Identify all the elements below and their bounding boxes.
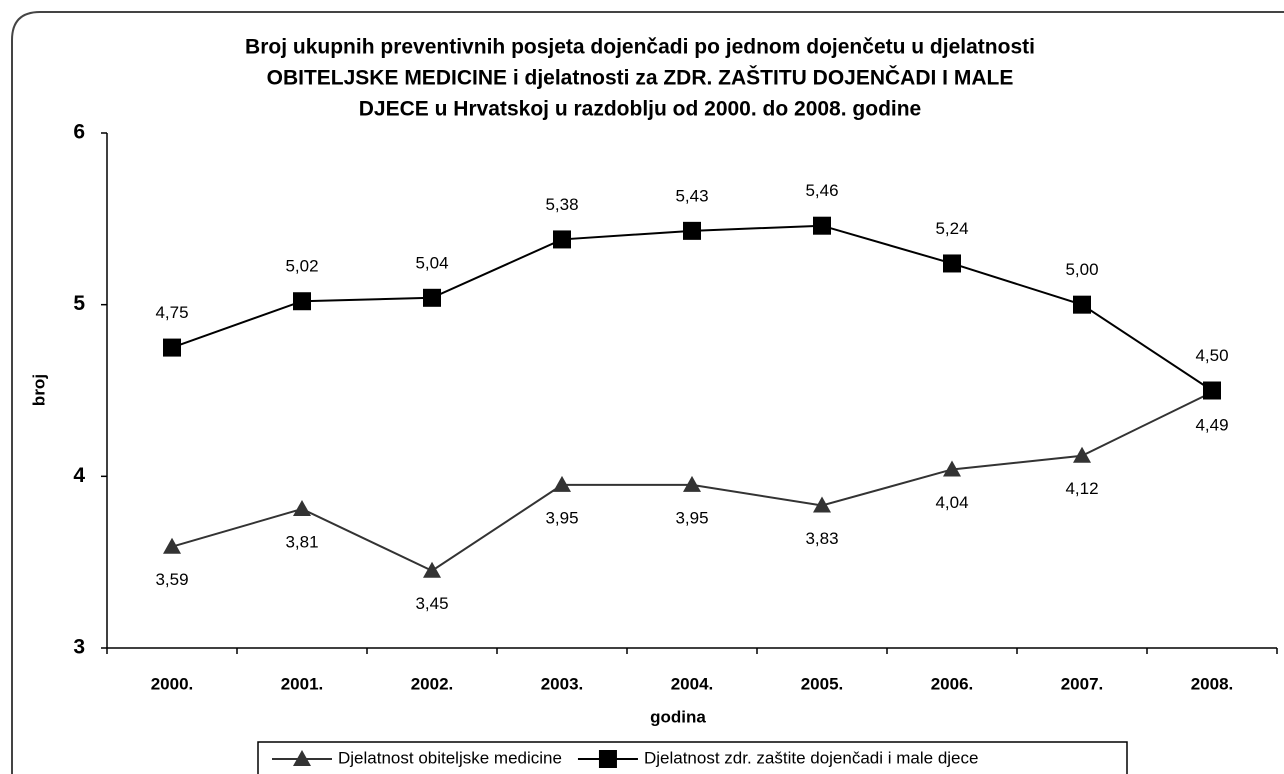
marker bbox=[943, 254, 961, 273]
marker bbox=[293, 750, 311, 766]
marker bbox=[813, 216, 831, 235]
data-label: 5,38 bbox=[545, 195, 578, 214]
marker bbox=[683, 221, 701, 240]
chart-title: Broj ukupnih preventivnih posjeta dojenč… bbox=[245, 36, 1035, 59]
data-label: 3,83 bbox=[805, 529, 838, 548]
series-line bbox=[171, 224, 1213, 392]
marker bbox=[163, 338, 181, 357]
x-axis-label: godina bbox=[650, 707, 706, 726]
y-tick-label: 4 bbox=[73, 464, 85, 487]
x-tick-label: 2004. bbox=[671, 674, 714, 693]
data-label: 4,04 bbox=[935, 493, 968, 512]
x-tick-label: 2006. bbox=[931, 674, 974, 693]
x-tick-label: 2008. bbox=[1191, 674, 1234, 693]
y-tick-label: 6 bbox=[73, 121, 85, 144]
marker bbox=[423, 561, 441, 578]
frame bbox=[11, 11, 1284, 774]
data-label: 5,24 bbox=[935, 219, 968, 238]
data-label: 3,95 bbox=[675, 508, 708, 527]
data-label: 3,95 bbox=[545, 508, 578, 527]
marker bbox=[423, 288, 441, 307]
data-label: 5,46 bbox=[805, 181, 838, 200]
legend-label: Djelatnost zdr. zaštite dojenčadi i male… bbox=[644, 748, 979, 767]
x-tick-label: 2001. bbox=[281, 674, 324, 693]
data-label: 4,12 bbox=[1065, 479, 1098, 498]
marker bbox=[813, 496, 831, 513]
marker bbox=[1203, 381, 1221, 400]
data-label: 3,59 bbox=[155, 570, 188, 589]
data-label: 5,00 bbox=[1065, 260, 1098, 279]
data-label: 3,81 bbox=[285, 532, 318, 551]
x-tick-label: 2003. bbox=[541, 674, 584, 693]
marker bbox=[293, 292, 311, 311]
marker bbox=[293, 499, 311, 516]
x-tick-label: 2000. bbox=[151, 674, 194, 693]
legend-box bbox=[257, 741, 1128, 774]
data-label: 5,04 bbox=[415, 253, 448, 272]
data-label: 4,49 bbox=[1195, 416, 1228, 435]
y-tick-label: 5 bbox=[73, 292, 85, 315]
chart-title: DJECE u Hrvatskoj u razdoblju od 2000. d… bbox=[359, 98, 921, 121]
marker bbox=[553, 475, 571, 492]
x-tick-label: 2005. bbox=[801, 674, 844, 693]
legend-label: Djelatnost obiteljske medicine bbox=[338, 748, 562, 767]
marker bbox=[1073, 295, 1091, 314]
marker bbox=[163, 537, 181, 554]
data-label: 4,50 bbox=[1195, 346, 1228, 365]
data-label: 5,02 bbox=[285, 257, 318, 276]
marker bbox=[683, 475, 701, 492]
chart-title: OBITELJSKE MEDICINE i djelatnosti za ZDR… bbox=[267, 66, 1014, 90]
x-tick-label: 2007. bbox=[1061, 674, 1104, 693]
data-label: 4,75 bbox=[155, 303, 188, 322]
marker bbox=[943, 460, 961, 477]
marker bbox=[598, 750, 617, 768]
marker bbox=[1073, 446, 1091, 463]
y-axis-label: broj bbox=[29, 374, 48, 406]
x-tick-label: 2002. bbox=[411, 674, 454, 693]
y-tick-label: 3 bbox=[73, 636, 85, 659]
data-label: 5,43 bbox=[675, 186, 708, 205]
marker bbox=[553, 230, 571, 249]
data-label: 3,45 bbox=[415, 594, 448, 613]
